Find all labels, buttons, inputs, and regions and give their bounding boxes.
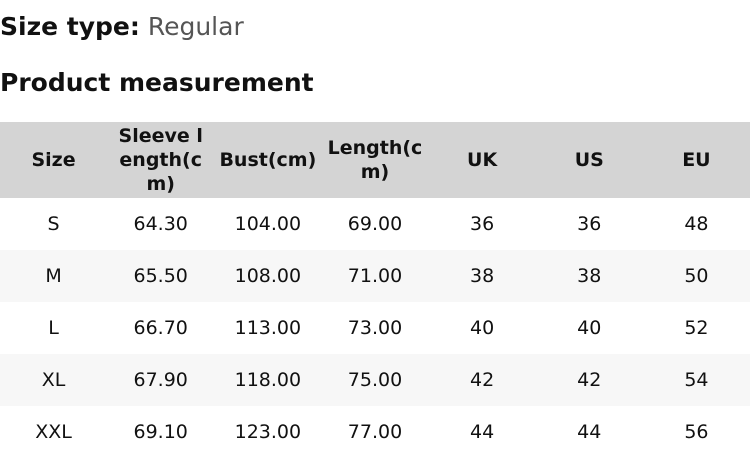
column-header: Sleeve length(cm) <box>107 122 215 198</box>
table-cell: 42 <box>535 354 643 406</box>
table-cell: 36 <box>470 213 495 235</box>
table-cell: 54 <box>642 354 750 406</box>
table-row: M 65.50 108.00 71.00 38 38 50 <box>0 250 750 302</box>
size-type-label: Size type: <box>0 12 140 41</box>
size-type: Size type: Regular <box>0 12 244 41</box>
table-cell: L <box>48 317 59 339</box>
column-header: UK <box>428 122 536 198</box>
table-cell: 123.00 <box>234 421 302 443</box>
column-header: Length(cm) <box>321 122 429 198</box>
table-cell: 104.00 <box>234 213 302 235</box>
column-header: Bust(cm) <box>214 122 322 198</box>
header-row: Size Sleeve length(cm) Bust(cm) Length(cm) U… <box>0 122 750 198</box>
table-cell: 67.90 <box>107 354 215 406</box>
table-cell: 75.00 <box>321 354 429 406</box>
table-cell: 77.00 <box>347 421 403 443</box>
measurement-table: Size Sleeve length(cm) Bust(cm) Length(cm) U… <box>0 122 750 458</box>
table-cell: 42 <box>428 354 536 406</box>
table-cell: 38 <box>428 250 536 302</box>
table-row: XL 67.90 118.00 75.00 42 42 54 <box>0 354 750 406</box>
table-cell: 73.00 <box>347 317 403 339</box>
table-cell: S <box>47 213 60 235</box>
table-cell: 48 <box>684 213 709 235</box>
table-cell: 44 <box>577 421 602 443</box>
table-cell: 118.00 <box>214 354 322 406</box>
column-header: Size <box>0 122 108 198</box>
size-type-value: Regular <box>147 12 244 41</box>
table-cell: 66.70 <box>133 317 188 339</box>
table-cell: 65.50 <box>107 250 215 302</box>
table-row: L 66.70 113.00 73.00 40 40 52 <box>0 302 750 354</box>
table-cell: 69.10 <box>133 421 188 443</box>
section-title: Product measurement <box>0 68 314 97</box>
table-cell: 108.00 <box>214 250 322 302</box>
table-cell: 69.00 <box>347 213 403 235</box>
table-cell: M <box>0 250 108 302</box>
table-cell: XL <box>0 354 108 406</box>
table-cell: 52 <box>684 317 709 339</box>
table-cell: 40 <box>470 317 495 339</box>
column-header: US <box>535 122 643 198</box>
table-cell: XXL <box>35 421 72 443</box>
table-cell: 36 <box>577 213 602 235</box>
table-cell: 38 <box>535 250 643 302</box>
table-cell: 40 <box>577 317 602 339</box>
table-cell: 64.30 <box>133 213 188 235</box>
column-header: EU <box>642 122 750 198</box>
table-row: XXL 69.10 123.00 77.00 44 44 56 <box>0 406 750 458</box>
table-row: S 64.30 104.00 69.00 36 36 48 <box>0 198 750 250</box>
table-cell: 71.00 <box>321 250 429 302</box>
table-cell: 56 <box>684 421 709 443</box>
table-cell: 50 <box>642 250 750 302</box>
table-cell: 113.00 <box>234 317 302 339</box>
table-cell: 44 <box>470 421 495 443</box>
